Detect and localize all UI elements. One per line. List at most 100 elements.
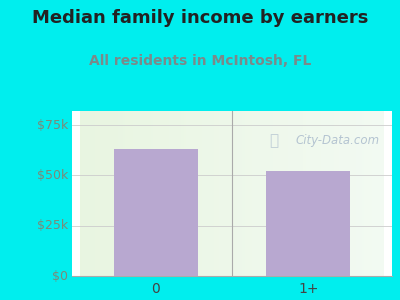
Bar	[146, 111, 148, 276]
Bar	[227, 111, 230, 276]
Text: All residents in McIntosh, FL: All residents in McIntosh, FL	[89, 54, 311, 68]
Bar	[285, 111, 288, 276]
Bar	[186, 111, 189, 276]
Bar	[90, 111, 92, 276]
Bar	[237, 111, 240, 276]
Bar	[143, 111, 146, 276]
Text: City-Data.com: City-Data.com	[296, 134, 380, 147]
Bar	[224, 111, 227, 276]
Bar	[321, 111, 324, 276]
Bar	[128, 111, 130, 276]
Bar	[199, 111, 202, 276]
Bar	[359, 111, 362, 276]
Bar	[303, 111, 306, 276]
Bar	[308, 111, 311, 276]
Bar	[171, 111, 174, 276]
Bar	[273, 111, 275, 276]
Bar	[217, 111, 219, 276]
Bar	[194, 111, 196, 276]
Bar	[262, 111, 265, 276]
Bar	[168, 111, 171, 276]
Bar	[252, 111, 255, 276]
Bar	[151, 111, 153, 276]
Bar	[85, 111, 87, 276]
Bar	[255, 111, 257, 276]
Bar	[240, 111, 242, 276]
Bar	[222, 111, 224, 276]
Bar	[336, 111, 339, 276]
Bar	[324, 111, 326, 276]
Bar	[102, 111, 105, 276]
Bar	[100, 111, 102, 276]
Bar	[204, 111, 207, 276]
Bar	[133, 111, 136, 276]
Bar	[364, 111, 367, 276]
Bar	[362, 111, 364, 276]
Bar	[181, 111, 184, 276]
Bar	[334, 111, 336, 276]
Bar	[377, 111, 379, 276]
Bar	[356, 111, 359, 276]
Bar	[164, 111, 166, 276]
Bar	[179, 111, 181, 276]
Bar	[288, 111, 290, 276]
Bar	[260, 111, 262, 276]
Bar	[189, 111, 191, 276]
Bar	[374, 111, 377, 276]
Bar	[234, 111, 237, 276]
Bar	[130, 111, 133, 276]
Bar	[293, 111, 296, 276]
Bar	[230, 111, 232, 276]
Text: $25k: $25k	[37, 219, 68, 232]
Bar	[148, 111, 151, 276]
Bar	[207, 111, 209, 276]
Text: $50k: $50k	[37, 169, 68, 182]
Bar	[120, 111, 123, 276]
Bar	[300, 111, 303, 276]
Bar	[158, 111, 161, 276]
Bar	[191, 111, 194, 276]
Bar	[161, 111, 164, 276]
Bar	[97, 111, 100, 276]
Bar	[316, 111, 318, 276]
Bar	[232, 111, 234, 276]
Bar	[118, 111, 120, 276]
Bar	[156, 111, 158, 276]
Bar	[80, 111, 82, 276]
Bar	[209, 111, 212, 276]
Bar	[311, 111, 313, 276]
Bar	[82, 111, 85, 276]
Bar	[214, 111, 217, 276]
Bar	[138, 111, 140, 276]
Bar	[115, 111, 118, 276]
Bar	[247, 111, 250, 276]
Bar	[354, 111, 356, 276]
Bar	[136, 111, 138, 276]
Bar	[257, 111, 260, 276]
Bar	[242, 111, 245, 276]
Bar	[341, 111, 344, 276]
Bar	[379, 111, 382, 276]
Bar	[298, 111, 300, 276]
Bar	[196, 111, 199, 276]
Bar	[339, 111, 341, 276]
Bar	[290, 111, 293, 276]
Bar	[212, 111, 214, 276]
Bar	[351, 111, 354, 276]
Bar	[372, 111, 374, 276]
Bar	[87, 111, 90, 276]
Bar	[382, 111, 384, 276]
Bar	[296, 111, 298, 276]
Bar	[166, 111, 168, 276]
Bar	[369, 111, 372, 276]
Bar	[270, 111, 273, 276]
Text: $75k: $75k	[37, 118, 68, 132]
Bar	[283, 111, 285, 276]
Bar	[219, 111, 222, 276]
Bar	[250, 111, 252, 276]
Bar	[331, 111, 334, 276]
Bar	[174, 111, 176, 276]
Bar	[318, 111, 321, 276]
Bar	[275, 111, 278, 276]
Bar	[278, 111, 280, 276]
